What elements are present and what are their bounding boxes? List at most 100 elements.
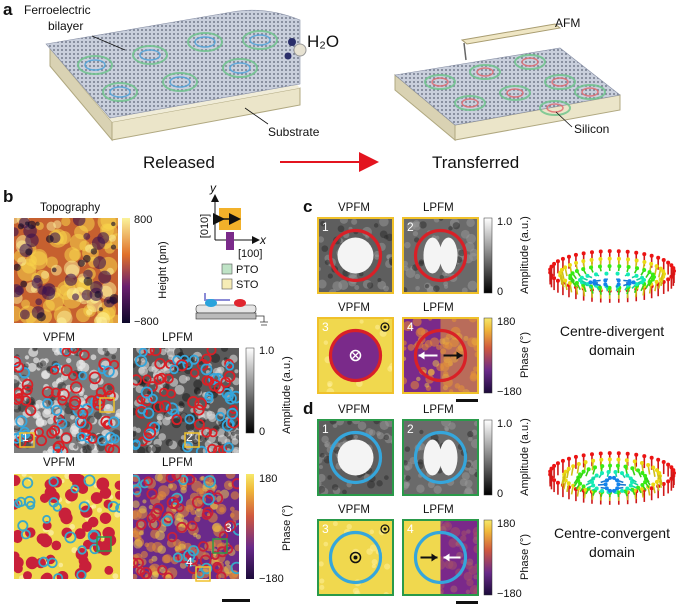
colorbar-min: 0 bbox=[497, 286, 503, 298]
texture bbox=[31, 401, 36, 406]
domain-ring bbox=[53, 573, 64, 579]
spin-head bbox=[661, 481, 666, 486]
texture bbox=[150, 571, 159, 579]
texture bbox=[439, 275, 444, 280]
texture bbox=[235, 435, 239, 440]
domain-ring bbox=[83, 539, 93, 550]
colorbar-min: −180 bbox=[259, 573, 284, 585]
texture bbox=[448, 422, 456, 430]
colorbar-title: Amplitude (a.u.) bbox=[519, 418, 531, 496]
texture bbox=[388, 256, 393, 263]
colorbar bbox=[483, 317, 493, 394]
spin-head bbox=[643, 480, 648, 485]
texture bbox=[133, 509, 142, 521]
spin-head bbox=[559, 267, 564, 272]
colorbar-title: Height (pm) bbox=[157, 241, 169, 298]
domain-ring bbox=[201, 353, 212, 364]
image-title: VPFM bbox=[338, 504, 370, 516]
texture bbox=[157, 545, 167, 554]
domain-core bbox=[439, 439, 458, 476]
domain-ring bbox=[77, 545, 87, 555]
spin-head bbox=[552, 276, 557, 281]
transferred-schematic bbox=[394, 23, 621, 142]
domain-ring bbox=[208, 372, 221, 385]
spin-head bbox=[578, 481, 583, 486]
domain-ring bbox=[202, 492, 215, 506]
spin-head bbox=[566, 456, 571, 461]
domain-ring bbox=[200, 363, 213, 376]
domain bbox=[424, 74, 456, 90]
texture bbox=[111, 354, 117, 360]
texture bbox=[108, 314, 118, 323]
domain-core bbox=[337, 237, 374, 274]
spin-head bbox=[642, 454, 647, 459]
spin-head bbox=[615, 463, 620, 468]
texture bbox=[404, 446, 411, 452]
texture bbox=[331, 484, 339, 491]
texture bbox=[190, 509, 197, 515]
spin-head bbox=[590, 480, 594, 484]
domain bbox=[506, 88, 524, 98]
domain bbox=[514, 54, 546, 70]
texture bbox=[405, 475, 411, 481]
spin-head bbox=[603, 482, 608, 487]
texture bbox=[359, 319, 364, 324]
spin-head bbox=[628, 476, 633, 481]
spin-head bbox=[634, 250, 639, 255]
domain-icon bbox=[205, 299, 217, 307]
domain bbox=[431, 77, 449, 87]
vpfm-phase-image bbox=[14, 474, 120, 579]
spin-head bbox=[616, 282, 621, 287]
texture bbox=[217, 407, 227, 417]
texture bbox=[167, 483, 174, 489]
spin-head bbox=[581, 484, 586, 489]
colorbar bbox=[483, 419, 493, 496]
spin-head bbox=[625, 451, 630, 456]
texture bbox=[320, 220, 326, 227]
spin-head bbox=[598, 257, 603, 262]
texture bbox=[178, 374, 188, 384]
texture bbox=[35, 298, 43, 306]
texture bbox=[58, 562, 64, 568]
texture bbox=[99, 436, 106, 443]
device-layer bbox=[195, 304, 257, 314]
texture bbox=[54, 349, 60, 356]
domain-ring bbox=[104, 565, 114, 575]
spin-head bbox=[573, 252, 578, 257]
texture bbox=[169, 377, 179, 387]
domain-ring bbox=[227, 415, 239, 429]
texture bbox=[94, 290, 102, 298]
texture bbox=[137, 535, 142, 540]
domain-ring bbox=[161, 515, 173, 527]
texture bbox=[138, 367, 145, 374]
domain bbox=[102, 82, 138, 102]
spin-head bbox=[654, 468, 659, 473]
texture bbox=[464, 241, 475, 252]
domain-ring bbox=[51, 404, 63, 416]
texture bbox=[319, 578, 325, 584]
image-content bbox=[133, 348, 239, 453]
domain-ring bbox=[15, 415, 28, 428]
texture bbox=[192, 439, 198, 445]
image-content bbox=[14, 218, 118, 323]
domain-ring bbox=[149, 348, 162, 357]
domain-ring bbox=[14, 356, 22, 369]
texture bbox=[327, 380, 333, 387]
domain-ring bbox=[159, 387, 169, 397]
texture bbox=[468, 467, 476, 475]
domain-ring bbox=[171, 474, 182, 481]
region-marker: 2 bbox=[407, 422, 414, 436]
spin-head bbox=[581, 267, 586, 272]
domain-ring bbox=[135, 519, 147, 531]
spin-head bbox=[671, 468, 676, 473]
texture bbox=[416, 376, 421, 382]
texture bbox=[42, 409, 51, 418]
texture bbox=[35, 221, 40, 226]
image-title: VPFM bbox=[338, 202, 370, 214]
spin-head bbox=[549, 264, 554, 269]
texture bbox=[354, 285, 360, 291]
spin-head bbox=[586, 467, 591, 472]
lpfm-phase-image bbox=[133, 474, 239, 579]
region-box bbox=[99, 397, 115, 413]
texture bbox=[342, 489, 347, 495]
